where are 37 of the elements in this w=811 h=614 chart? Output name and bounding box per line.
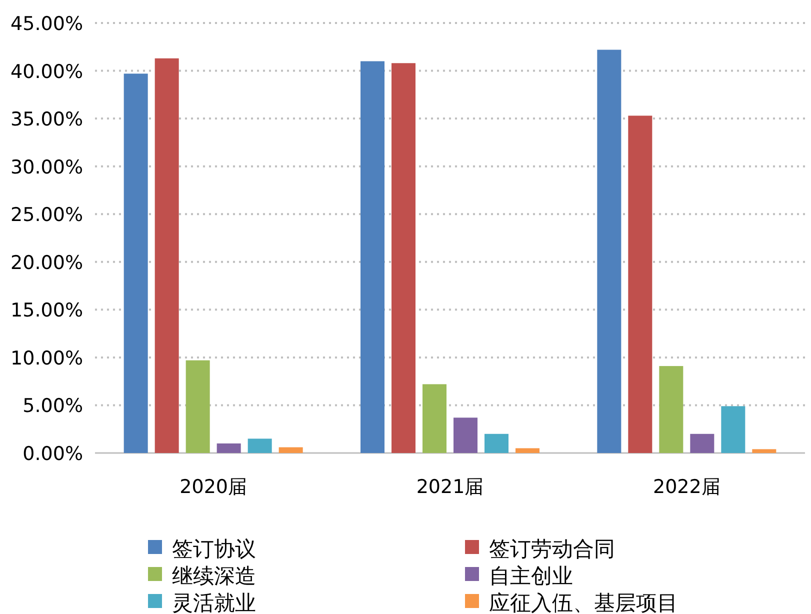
bar: [597, 50, 622, 453]
bar: [690, 434, 714, 453]
x-tick-label: 2021届: [416, 476, 484, 498]
legend-label: 灵活就业: [172, 591, 256, 614]
bar: [248, 438, 272, 453]
bar: [360, 61, 384, 453]
y-tick-label: 10.00%: [10, 347, 83, 370]
bar: [752, 449, 776, 453]
bar: [278, 447, 303, 453]
bar: [516, 448, 540, 453]
bar: [124, 74, 148, 453]
bar: [216, 443, 241, 453]
bar: [659, 366, 684, 453]
y-tick-label: 30.00%: [10, 156, 83, 178]
bar: [186, 360, 210, 453]
y-tick-label: 20.00%: [10, 252, 83, 274]
legend-label: 签订协议: [172, 537, 256, 561]
bar: [392, 63, 416, 453]
y-tick-label: 35.00%: [10, 108, 83, 131]
x-tick-label: 2022届: [652, 476, 720, 498]
y-tick-label: 15.00%: [10, 300, 83, 322]
y-tick-label: 5.00%: [22, 395, 83, 418]
x-tick-label: 2020届: [180, 476, 248, 498]
legend-label: 签订劳动合同: [489, 537, 615, 561]
bar: [422, 384, 446, 453]
bar: [628, 116, 652, 453]
y-tick-label: 0.00%: [22, 443, 83, 465]
y-tick-label: 40.00%: [10, 60, 83, 83]
bar: [721, 406, 746, 453]
legend-label: 继续深造: [172, 564, 256, 588]
bar: [154, 58, 179, 453]
y-tick-label: 25.00%: [10, 204, 83, 226]
y-tick-label: 45.00%: [10, 13, 83, 35]
bar: [454, 418, 478, 453]
legend-label: 自主创业: [489, 564, 573, 588]
bar: [484, 434, 508, 453]
legend-label: 应征入伍、基层项目: [489, 591, 678, 614]
